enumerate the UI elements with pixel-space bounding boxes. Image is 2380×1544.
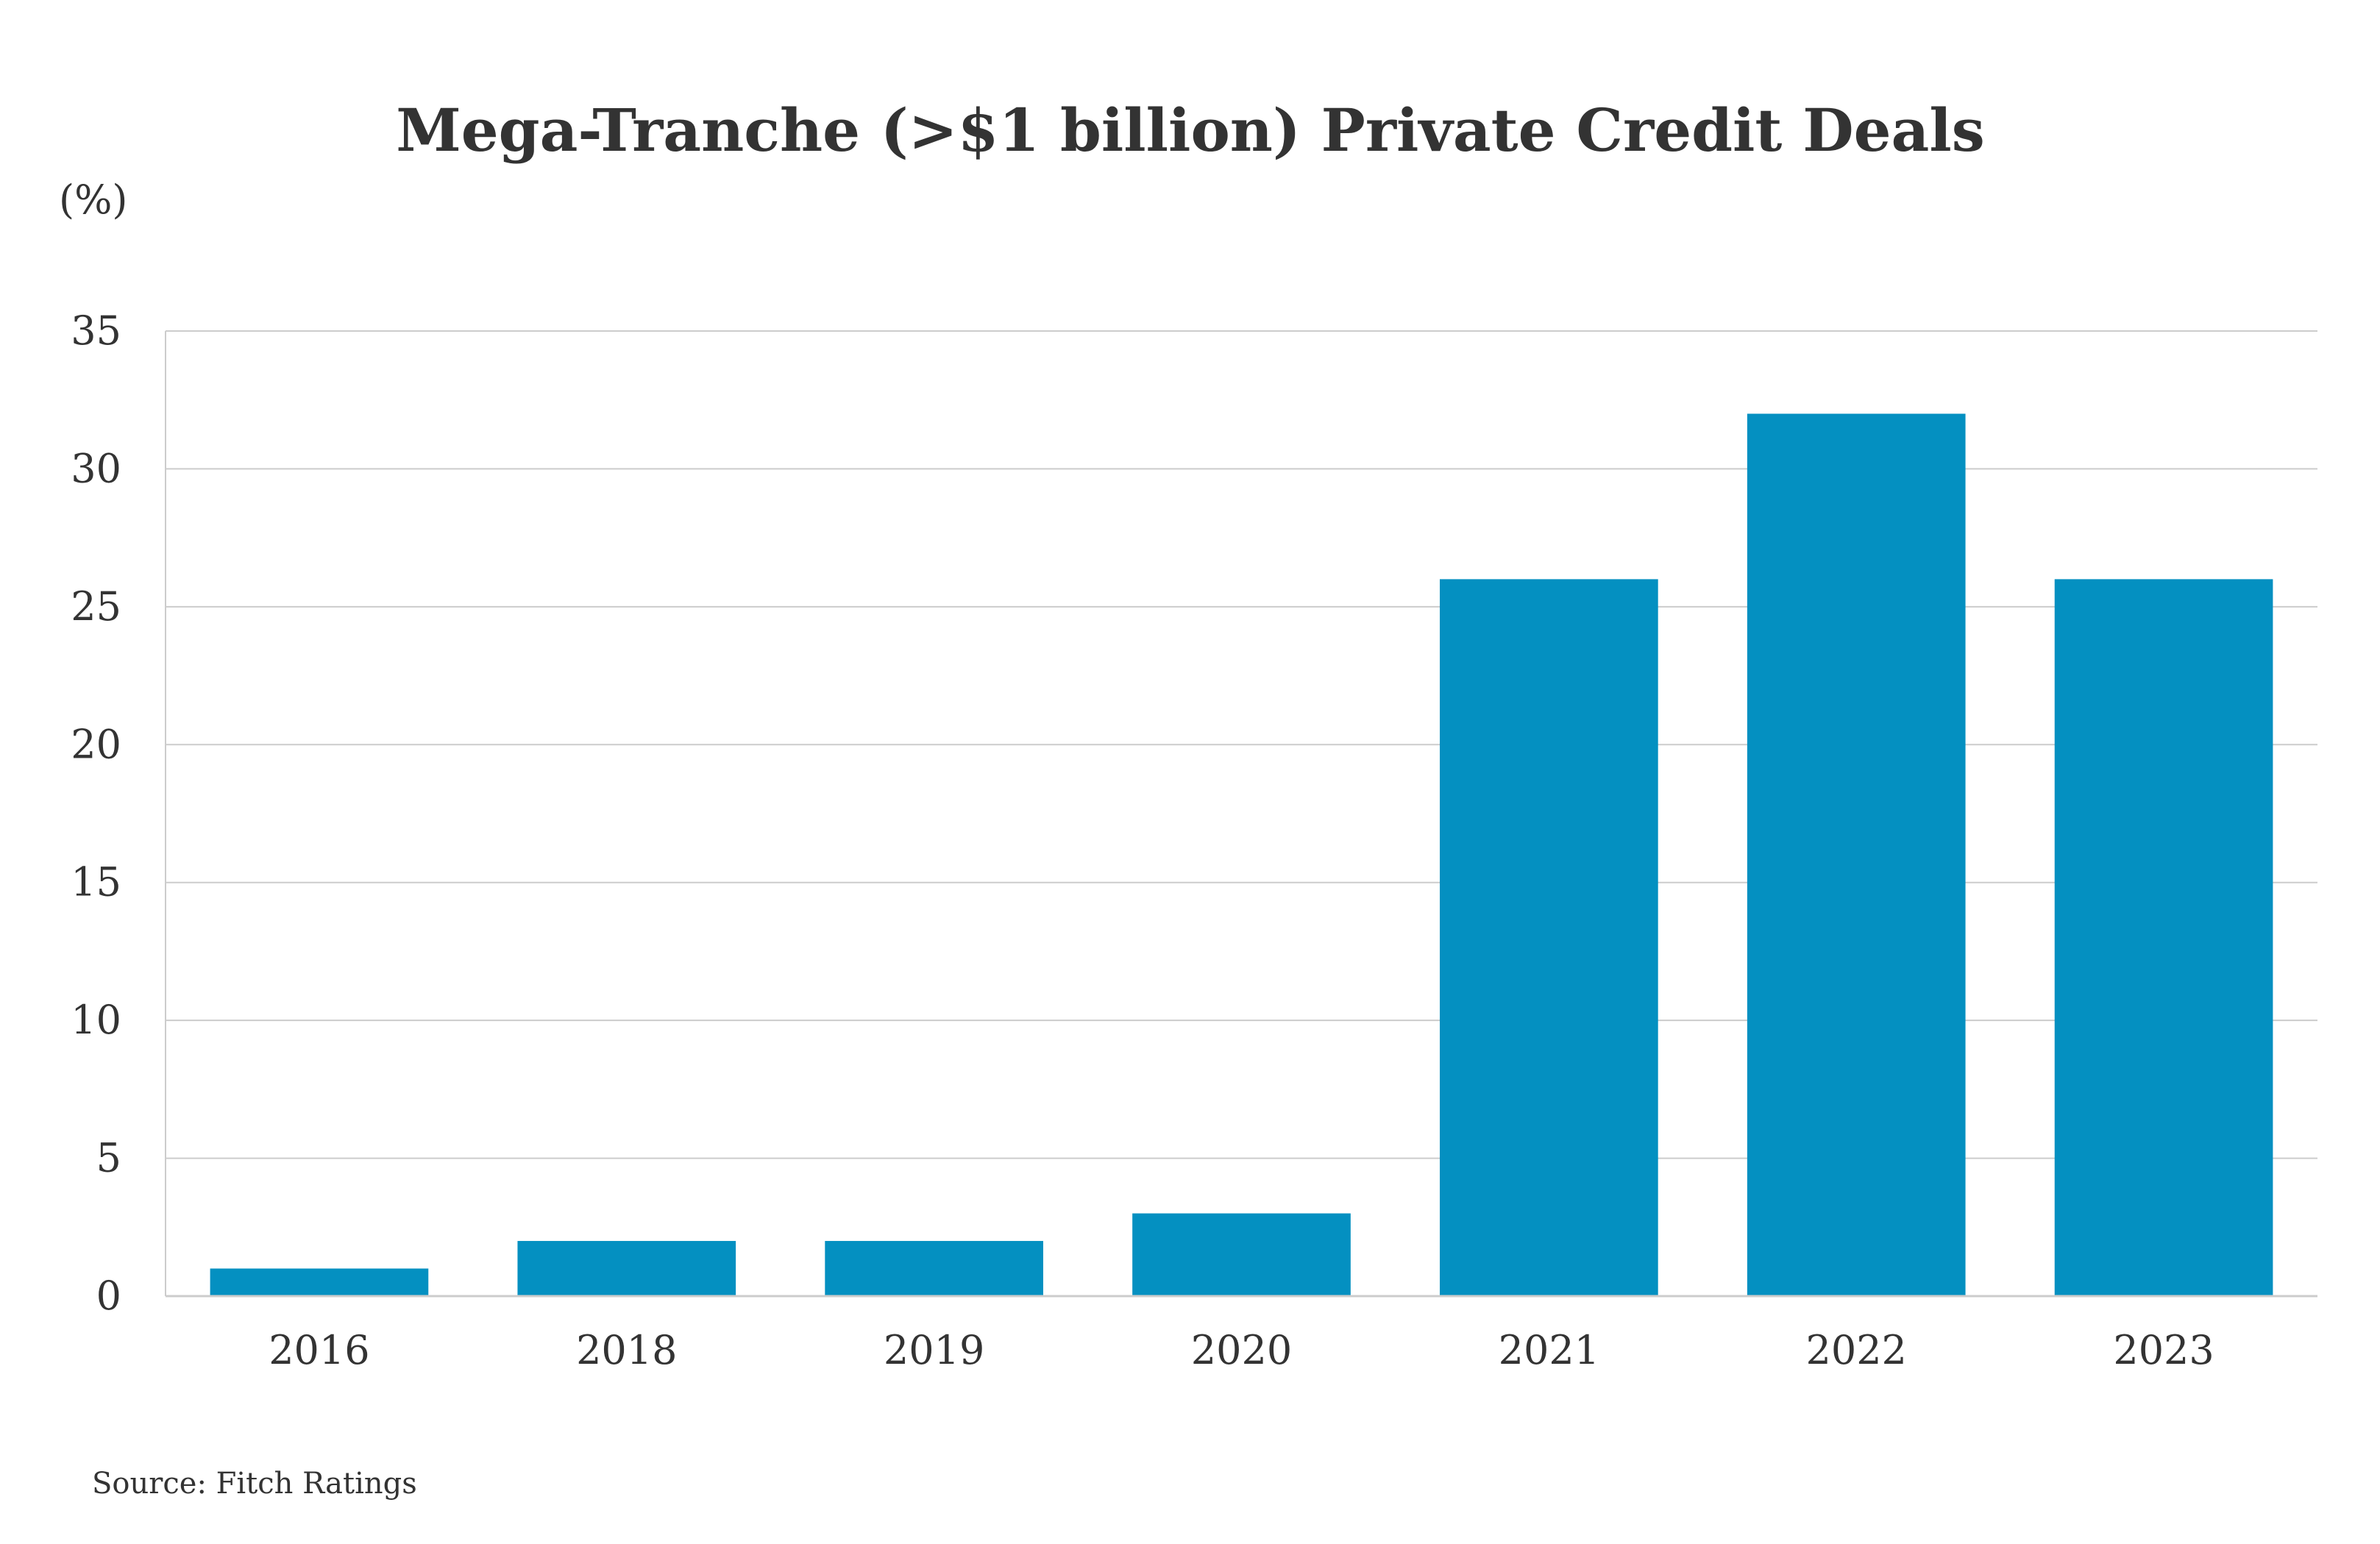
bar-2018 (517, 1241, 736, 1296)
bar-2022 (1747, 413, 1966, 1296)
y-axis-tick-labels: 0 5 10 15 20 25 30 35 (71, 307, 121, 1319)
x-tick-label: 2018 (576, 1327, 677, 1373)
y-tick-label: 20 (71, 721, 121, 767)
bars (210, 413, 2273, 1296)
x-tick-label: 2020 (1191, 1327, 1292, 1373)
x-tick-label: 2023 (2113, 1327, 2214, 1373)
bar-2021 (1440, 579, 1658, 1296)
chart-title: Mega-Tranche (>$1 billion) Private Credi… (396, 96, 1985, 165)
bar-2023 (2054, 579, 2273, 1296)
y-tick-label: 25 (71, 583, 121, 630)
source-note: Source: Fitch Ratings (92, 1467, 417, 1501)
y-gridlines (165, 330, 2317, 1296)
bar-2016 (210, 1268, 429, 1296)
bar-2019 (825, 1241, 1043, 1296)
x-tick-label: 2016 (269, 1327, 369, 1373)
y-tick-label: 5 (96, 1135, 121, 1181)
y-tick-label: 0 (96, 1273, 121, 1319)
bar-2020 (1132, 1213, 1351, 1296)
y-tick-label: 35 (71, 307, 121, 354)
x-tick-label: 2022 (1805, 1327, 1906, 1373)
x-tick-label: 2019 (884, 1327, 984, 1373)
y-tick-label: 30 (71, 445, 121, 491)
x-axis-tick-labels: 2016 2018 2019 2020 2021 2022 2023 (269, 1327, 2214, 1373)
y-axis-unit-label: (%) (59, 177, 127, 223)
x-tick-label: 2021 (1499, 1327, 1599, 1373)
y-tick-label: 15 (71, 859, 121, 906)
y-tick-label: 10 (71, 997, 121, 1043)
